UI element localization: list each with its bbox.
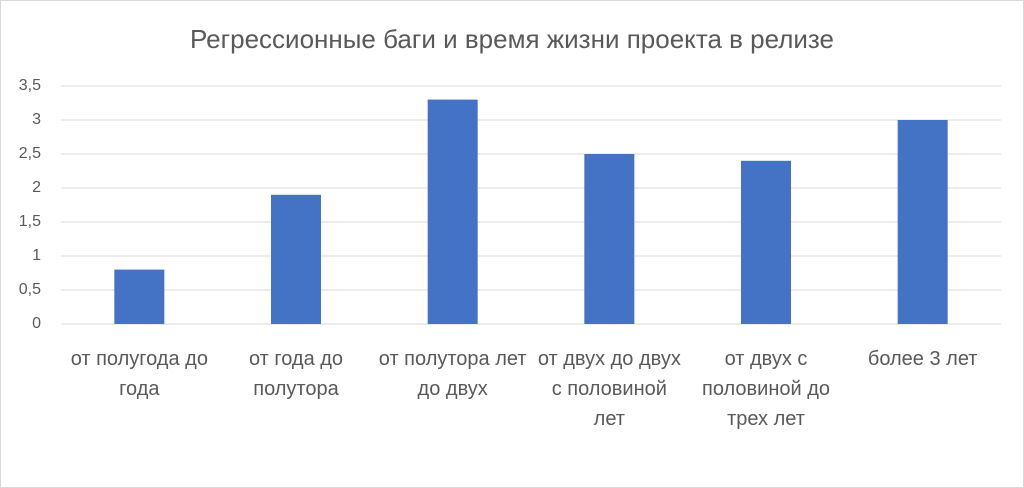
x-tick-label: от двух до двух с половиной лет — [537, 348, 681, 430]
y-tick-label: 2 — [32, 179, 41, 196]
y-tick-label: 0,5 — [19, 281, 41, 298]
y-tick-label: 3 — [32, 111, 41, 128]
bar — [741, 160, 791, 324]
x-tick-label: от двух с половиной до трех лет — [701, 348, 831, 430]
y-tick-label: 3,5 — [19, 77, 41, 94]
bar — [897, 120, 948, 324]
bar — [427, 99, 478, 324]
x-tick-label: более 3 лет — [867, 348, 978, 370]
x-tick-label: от года до полутора — [248, 348, 344, 400]
y-tick-label: 1,5 — [19, 213, 41, 230]
y-tick-label: 2,5 — [19, 145, 41, 162]
bar — [114, 269, 165, 324]
y-tick-label: 1 — [32, 247, 41, 264]
x-tick-label: от полугода до года — [70, 348, 208, 400]
bar — [271, 194, 321, 324]
chart-title: Регрессионные баги и время жизни проекта… — [190, 24, 834, 54]
y-tick-label: 0 — [32, 315, 41, 332]
x-tick-label: от полутора лет до двух — [378, 348, 527, 400]
bar — [584, 154, 635, 324]
